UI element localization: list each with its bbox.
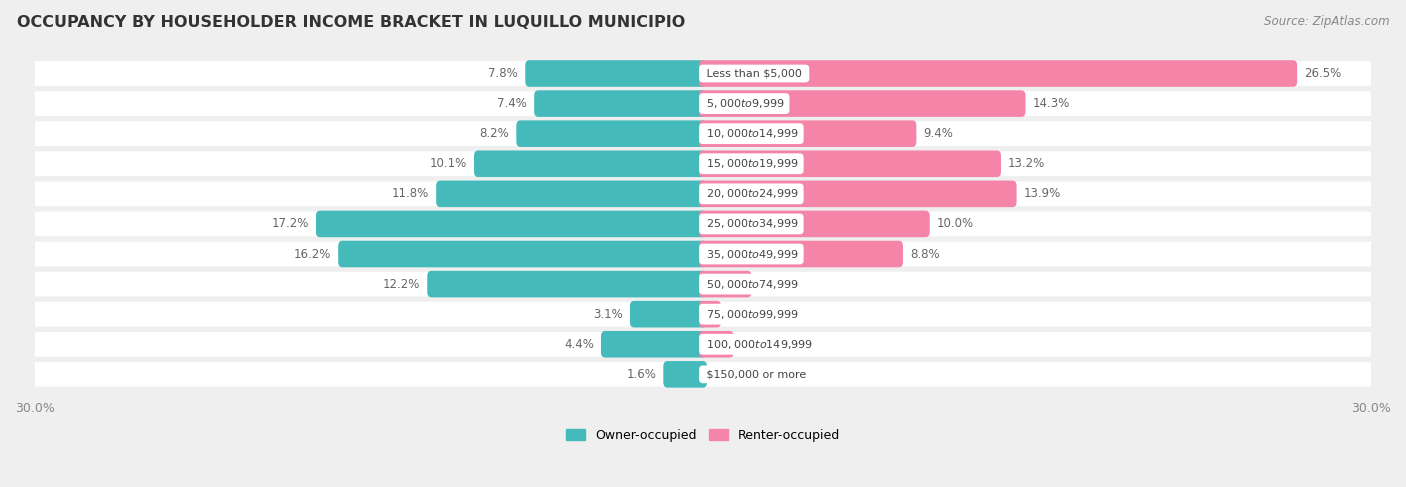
FancyBboxPatch shape (35, 182, 1371, 206)
Text: 1.2%: 1.2% (741, 338, 770, 351)
Text: $5,000 to $9,999: $5,000 to $9,999 (703, 97, 786, 110)
FancyBboxPatch shape (664, 361, 707, 388)
FancyBboxPatch shape (35, 332, 1371, 356)
FancyBboxPatch shape (436, 181, 707, 207)
Legend: Owner-occupied, Renter-occupied: Owner-occupied, Renter-occupied (567, 429, 839, 442)
FancyBboxPatch shape (699, 301, 721, 327)
Text: 10.0%: 10.0% (936, 217, 974, 230)
Text: $20,000 to $24,999: $20,000 to $24,999 (703, 187, 800, 200)
Text: 4.4%: 4.4% (564, 338, 593, 351)
Text: 3.1%: 3.1% (593, 308, 623, 320)
Text: $15,000 to $19,999: $15,000 to $19,999 (703, 157, 800, 170)
FancyBboxPatch shape (699, 150, 1001, 177)
Text: 13.2%: 13.2% (1008, 157, 1045, 170)
FancyBboxPatch shape (516, 120, 707, 147)
FancyBboxPatch shape (526, 60, 707, 87)
FancyBboxPatch shape (474, 150, 707, 177)
Text: 8.2%: 8.2% (479, 127, 509, 140)
FancyBboxPatch shape (35, 151, 1371, 176)
FancyBboxPatch shape (35, 302, 1371, 326)
Text: 26.5%: 26.5% (1305, 67, 1341, 80)
Text: 14.3%: 14.3% (1032, 97, 1070, 110)
FancyBboxPatch shape (699, 241, 903, 267)
FancyBboxPatch shape (630, 301, 707, 327)
FancyBboxPatch shape (699, 60, 1298, 87)
FancyBboxPatch shape (35, 211, 1371, 236)
FancyBboxPatch shape (35, 242, 1371, 266)
Text: 7.8%: 7.8% (488, 67, 519, 80)
Text: 8.8%: 8.8% (910, 247, 939, 261)
Text: 9.4%: 9.4% (924, 127, 953, 140)
Text: 0.0%: 0.0% (714, 368, 744, 381)
Text: 2.0%: 2.0% (759, 278, 789, 291)
FancyBboxPatch shape (699, 181, 1017, 207)
Text: $100,000 to $149,999: $100,000 to $149,999 (703, 338, 814, 351)
Text: $10,000 to $14,999: $10,000 to $14,999 (703, 127, 800, 140)
Text: 17.2%: 17.2% (271, 217, 309, 230)
FancyBboxPatch shape (699, 120, 917, 147)
Text: 1.6%: 1.6% (626, 368, 657, 381)
Text: 0.63%: 0.63% (728, 308, 765, 320)
Text: 13.9%: 13.9% (1024, 187, 1062, 200)
FancyBboxPatch shape (339, 241, 707, 267)
Text: 16.2%: 16.2% (294, 247, 330, 261)
FancyBboxPatch shape (35, 362, 1371, 387)
FancyBboxPatch shape (316, 211, 707, 237)
Text: $50,000 to $74,999: $50,000 to $74,999 (703, 278, 800, 291)
FancyBboxPatch shape (699, 211, 929, 237)
Text: 7.4%: 7.4% (498, 97, 527, 110)
FancyBboxPatch shape (699, 271, 752, 298)
Text: $35,000 to $49,999: $35,000 to $49,999 (703, 247, 800, 261)
FancyBboxPatch shape (35, 91, 1371, 116)
Text: OCCUPANCY BY HOUSEHOLDER INCOME BRACKET IN LUQUILLO MUNICIPIO: OCCUPANCY BY HOUSEHOLDER INCOME BRACKET … (17, 15, 685, 30)
Text: $75,000 to $99,999: $75,000 to $99,999 (703, 308, 800, 320)
Text: 10.1%: 10.1% (430, 157, 467, 170)
FancyBboxPatch shape (427, 271, 707, 298)
Text: $150,000 or more: $150,000 or more (703, 369, 810, 379)
FancyBboxPatch shape (534, 90, 707, 117)
FancyBboxPatch shape (35, 61, 1371, 86)
FancyBboxPatch shape (35, 272, 1371, 297)
Text: Source: ZipAtlas.com: Source: ZipAtlas.com (1264, 15, 1389, 28)
FancyBboxPatch shape (699, 331, 734, 357)
FancyBboxPatch shape (699, 90, 1025, 117)
FancyBboxPatch shape (600, 331, 707, 357)
Text: $25,000 to $34,999: $25,000 to $34,999 (703, 217, 800, 230)
Text: Less than $5,000: Less than $5,000 (703, 69, 806, 78)
Text: 11.8%: 11.8% (392, 187, 429, 200)
Text: 12.2%: 12.2% (382, 278, 420, 291)
FancyBboxPatch shape (35, 121, 1371, 146)
